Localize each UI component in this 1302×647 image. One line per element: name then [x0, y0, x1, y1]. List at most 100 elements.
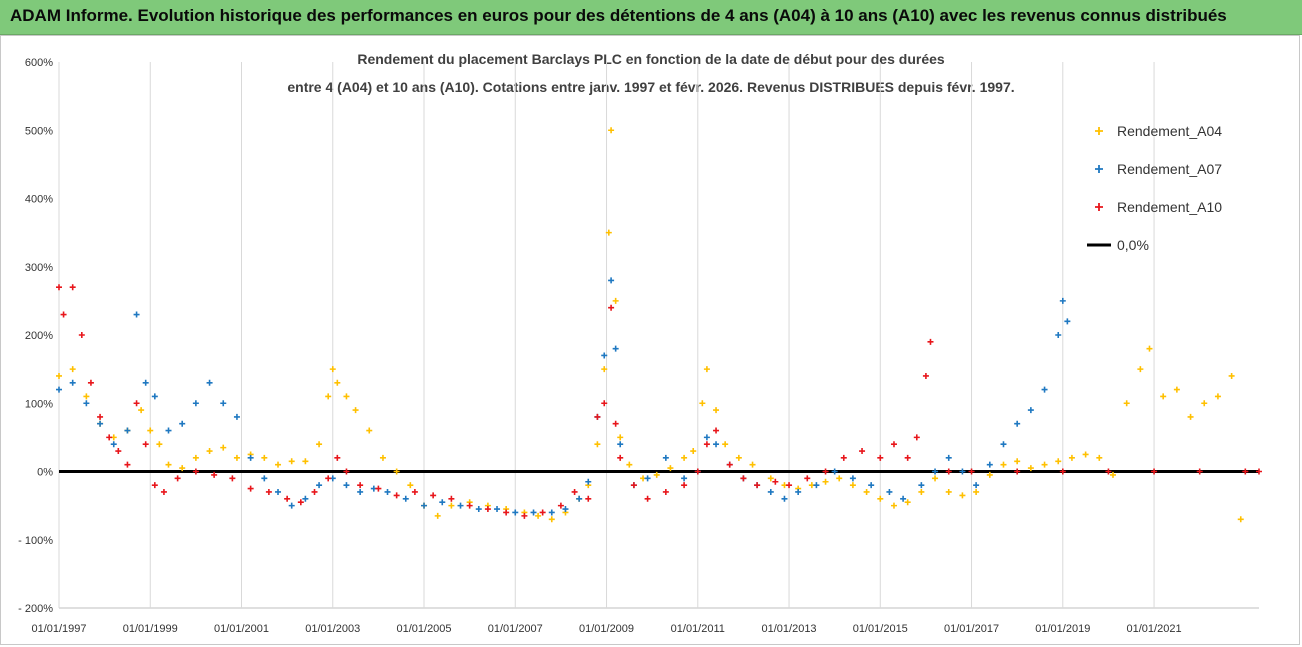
- data-point: [97, 420, 104, 427]
- performance-chart: Rendement du placement Barclays PLC en f…: [18, 51, 1262, 635]
- data-point: [890, 441, 897, 448]
- y-tick-label: 400%: [25, 194, 53, 206]
- data-point: [1151, 468, 1158, 475]
- data-point: [1068, 454, 1075, 461]
- data-point: [608, 304, 615, 311]
- data-point: [662, 454, 669, 461]
- data-point: [713, 441, 720, 448]
- data-point: [612, 420, 619, 427]
- data-point: [681, 482, 688, 489]
- data-point: [735, 454, 742, 461]
- data-point: [316, 441, 323, 448]
- data-point: [822, 468, 829, 475]
- data-point: [612, 297, 619, 304]
- data-point: [772, 478, 779, 485]
- data-point: [849, 475, 856, 482]
- data-point: [1014, 420, 1021, 427]
- data-point: [694, 468, 701, 475]
- series-rendement-a10: [56, 284, 1262, 519]
- data-point: [601, 352, 608, 359]
- x-tick-label: 01/01/2005: [396, 623, 451, 635]
- data-point: [288, 502, 295, 509]
- data-point: [667, 465, 674, 472]
- data-point: [233, 413, 240, 420]
- report-banner: ADAM Informe. Evolution historique des p…: [0, 0, 1302, 35]
- data-point: [1105, 468, 1112, 475]
- data-point: [1196, 468, 1203, 475]
- data-point: [56, 386, 62, 393]
- data-point: [142, 441, 149, 448]
- data-point: [945, 454, 952, 461]
- data-point: [334, 379, 341, 386]
- legend-marker: [1095, 127, 1103, 135]
- data-point: [713, 427, 720, 434]
- x-tick-label: 01/01/1997: [31, 623, 86, 635]
- data-point: [311, 488, 318, 495]
- data-point: [562, 506, 569, 513]
- data-point: [261, 454, 268, 461]
- data-point: [594, 441, 601, 448]
- y-tick-label: - 200%: [18, 603, 53, 615]
- data-point: [904, 499, 911, 506]
- data-point: [945, 468, 952, 475]
- legend-label: Rendement_A04: [1117, 123, 1222, 139]
- data-point: [1014, 458, 1021, 465]
- data-point: [601, 400, 608, 407]
- data-point: [681, 454, 688, 461]
- data-point: [352, 407, 359, 414]
- data-point: [233, 454, 240, 461]
- data-point: [1055, 332, 1062, 338]
- data-point: [968, 468, 975, 475]
- data-point: [539, 509, 546, 516]
- data-point: [1096, 454, 1103, 461]
- data-point: [973, 482, 980, 489]
- chart-frame: Rendement du placement Barclays PLC en f…: [0, 35, 1300, 645]
- data-point: [1123, 400, 1130, 407]
- data-point: [69, 284, 76, 291]
- data-point: [831, 468, 838, 475]
- data-point: [110, 441, 117, 448]
- data-point: [457, 502, 464, 509]
- data-point: [384, 488, 391, 495]
- data-point: [877, 495, 884, 502]
- data-point: [767, 488, 774, 495]
- data-point: [959, 492, 966, 499]
- y-tick-label: 0%: [37, 467, 53, 479]
- x-tick-label: 01/01/2021: [1127, 623, 1182, 635]
- data-point: [179, 465, 186, 472]
- data-point: [124, 461, 131, 468]
- y-tick-label: - 100%: [18, 535, 53, 547]
- x-tick-label: 01/01/2011: [671, 623, 725, 635]
- y-tick-label: 300%: [25, 262, 53, 274]
- data-point: [904, 454, 911, 461]
- data-point: [375, 485, 382, 492]
- data-point: [379, 454, 386, 461]
- data-point: [1014, 468, 1021, 475]
- data-point: [986, 471, 993, 478]
- data-point: [986, 461, 993, 468]
- data-point: [402, 495, 409, 502]
- axis-ticks: 600% 500% 400% 300% 200% 100% 0% - 100% - 200% 01…: [18, 57, 1181, 635]
- data-point: [722, 441, 729, 448]
- data-point: [366, 427, 373, 434]
- data-point: [156, 441, 163, 448]
- data-point: [781, 495, 788, 502]
- data-point: [1201, 400, 1208, 407]
- data-marks: [56, 127, 1262, 523]
- data-point: [1000, 461, 1007, 468]
- data-point: [407, 482, 414, 489]
- data-point: [644, 495, 651, 502]
- x-tick-label: 01/01/2015: [853, 623, 908, 635]
- data-point: [703, 441, 710, 448]
- data-point: [1173, 386, 1180, 393]
- data-point: [357, 482, 364, 489]
- x-tick-label: 01/01/2003: [305, 623, 360, 635]
- data-point: [601, 366, 608, 373]
- data-point: [576, 495, 583, 502]
- data-point: [393, 492, 400, 499]
- x-tick-label: 01/01/2007: [488, 623, 543, 635]
- data-point: [1256, 468, 1262, 475]
- data-point: [206, 448, 213, 455]
- data-point: [585, 495, 592, 502]
- data-point: [959, 468, 966, 475]
